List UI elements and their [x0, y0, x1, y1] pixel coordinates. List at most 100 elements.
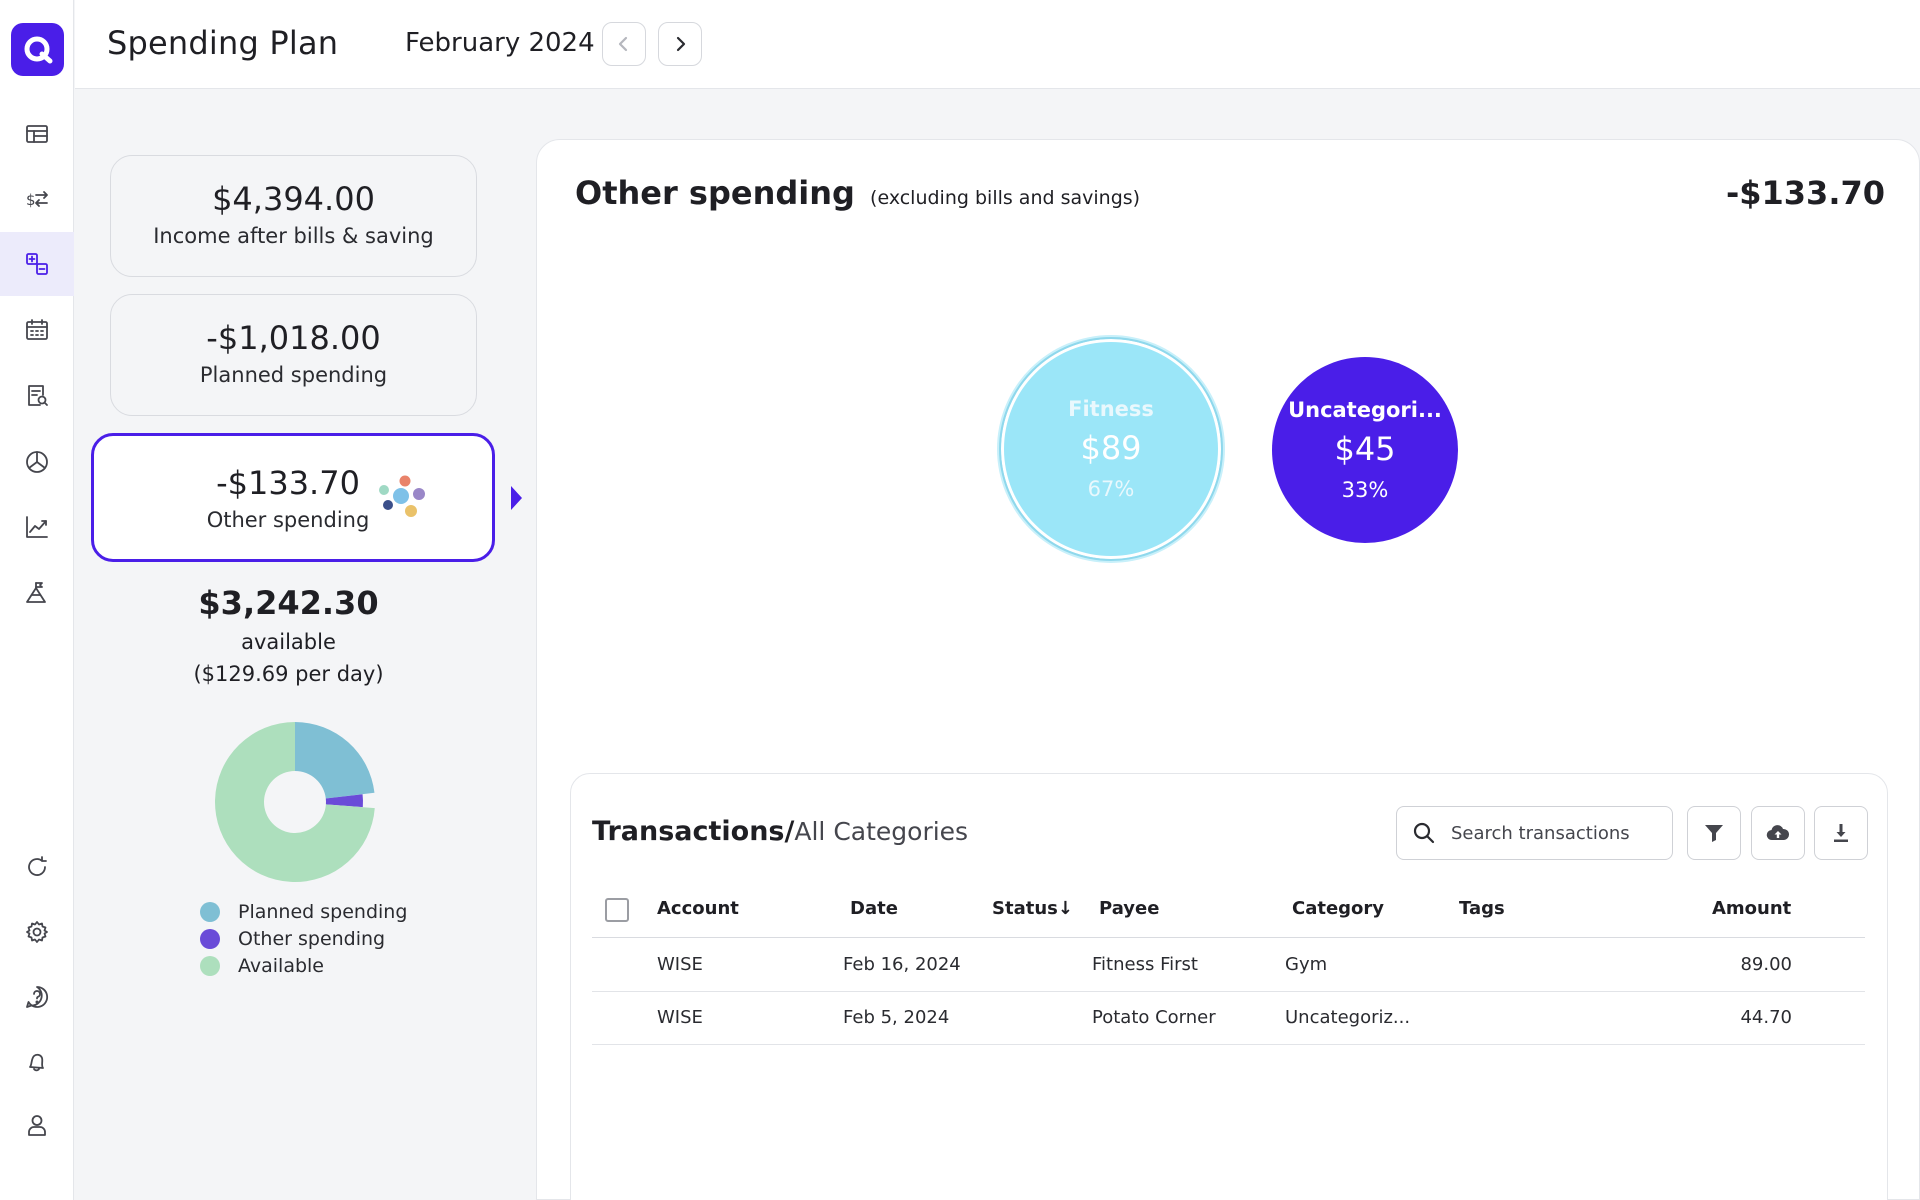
panel-title-text: Other spending	[575, 174, 855, 212]
other-spending-label: Other spending	[206, 508, 370, 532]
cell-date: Feb 16, 2024	[843, 954, 961, 975]
refresh-icon[interactable]	[0, 835, 74, 899]
column-status-label: Status	[992, 898, 1058, 919]
svg-text:$: $	[26, 191, 36, 209]
income-label: Income after bills & saving	[153, 224, 434, 248]
panel-total: -$133.70	[1725, 174, 1885, 212]
nav-investments-icon[interactable]	[0, 495, 74, 559]
available-per-day: ($129.69 per day)	[193, 662, 384, 686]
planned-spending-amount: -$1,018.00	[206, 319, 381, 357]
transactions-title-text: Transactions/	[592, 816, 795, 847]
legend-swatch	[200, 901, 220, 922]
category-bubble-uncategorized[interactable]: Uncategori... $45 33%	[1272, 357, 1458, 543]
planned-spending-card[interactable]: -$1,018.00 Planned spending	[110, 294, 477, 416]
planned-spending-label: Planned spending	[199, 363, 388, 387]
chevron-right-icon	[676, 36, 686, 52]
cell-category: Gym	[1285, 954, 1328, 975]
download-button[interactable]	[1814, 806, 1868, 860]
settings-gear-icon[interactable]	[0, 900, 74, 964]
bubble-percent: 67%	[1087, 477, 1135, 501]
nav-reports-icon[interactable]	[0, 364, 74, 428]
table-row[interactable]: WISE Feb 5, 2024 Potato Corner Uncategor…	[592, 992, 1865, 1045]
table-header: Account Date Status↓ Payee Category Tags…	[592, 880, 1865, 938]
left-nav: $	[0, 0, 74, 1200]
cell-amount: 89.00	[1740, 954, 1792, 975]
spending-donut-chart	[215, 722, 375, 882]
category-bubble-fitness[interactable]: Fitness $89 67%	[999, 337, 1223, 561]
transactions-title: Transactions/All Categories	[592, 816, 968, 847]
donut-segment-other-spending[interactable]	[325, 794, 363, 808]
bubble-name: Uncategori...	[1288, 398, 1442, 422]
cell-date: Feb 5, 2024	[843, 1007, 950, 1028]
nav-dashboard-icon[interactable]	[0, 102, 74, 166]
column-account[interactable]: Account	[657, 898, 739, 919]
cloud-upload-icon	[1766, 825, 1790, 841]
cell-amount: 44.70	[1740, 1007, 1792, 1028]
nav-transactions-icon[interactable]: $	[0, 167, 74, 231]
cell-payee: Fitness First	[1092, 954, 1198, 975]
legend-item-planned: Planned spending	[200, 898, 407, 925]
donut-segment-available[interactable]	[215, 722, 375, 882]
help-icon[interactable]	[0, 965, 74, 1029]
download-icon	[1834, 824, 1848, 842]
transactions-scope: All Categories	[794, 817, 969, 846]
bubble-percent: 33%	[1341, 478, 1389, 502]
legend-item-available: Available	[200, 952, 407, 979]
column-category[interactable]: Category	[1292, 898, 1385, 919]
legend-label: Available	[238, 954, 325, 977]
other-spending-card[interactable]: -$133.70 Other spending	[91, 433, 495, 562]
bubbles-icon	[379, 475, 425, 517]
upload-button[interactable]	[1751, 806, 1805, 860]
nav-spending-plan-icon[interactable]	[0, 232, 74, 296]
income-amount: $4,394.00	[212, 180, 375, 218]
available-amount: $3,242.30	[198, 584, 379, 622]
panel-title: Other spending (excluding bills and savi…	[575, 174, 1140, 212]
column-date[interactable]: Date	[850, 898, 898, 919]
nav-goals-mountain-icon[interactable]	[0, 561, 74, 625]
transactions-panel: Transactions/All Categories Account Date…	[570, 773, 1888, 1200]
table-row[interactable]: WISE Feb 16, 2024 Fitness First Gym 89.0…	[592, 939, 1865, 992]
bubble-amount: $45	[1334, 430, 1396, 468]
available-summary: $3,242.30 available ($129.69 per day)	[110, 584, 467, 686]
sort-arrow-down-icon: ↓	[1057, 898, 1073, 919]
column-payee[interactable]: Payee	[1099, 898, 1160, 919]
month-label: February 2024	[405, 28, 595, 58]
other-spending-amount: -$133.70	[216, 464, 360, 502]
filter-button[interactable]	[1687, 806, 1741, 860]
income-card[interactable]: $4,394.00 Income after bills & saving	[110, 155, 477, 277]
donut-segment-planned-spending[interactable]	[295, 722, 375, 799]
cell-payee: Potato Corner	[1092, 1007, 1216, 1028]
panel-subtitle: (excluding bills and savings)	[870, 187, 1141, 209]
previous-month-button[interactable]	[602, 22, 646, 66]
search-icon	[1413, 822, 1435, 844]
cell-account: WISE	[657, 954, 703, 975]
cell-category: Uncategoriz...	[1285, 1007, 1411, 1028]
notifications-bell-icon[interactable]	[0, 1029, 74, 1093]
bubble-name: Fitness	[1068, 397, 1154, 421]
column-tags[interactable]: Tags	[1459, 898, 1505, 919]
select-all-checkbox[interactable]	[605, 898, 629, 922]
cell-account: WISE	[657, 1007, 703, 1028]
other-spending-panel: Other spending (excluding bills and savi…	[536, 139, 1920, 1200]
next-month-button[interactable]	[658, 22, 702, 66]
nav-calendar-icon[interactable]	[0, 298, 74, 362]
legend-label: Planned spending	[238, 900, 408, 923]
page-title: Spending Plan	[107, 24, 339, 62]
legend-swatch	[200, 928, 220, 949]
legend-swatch	[200, 955, 220, 976]
chevron-left-icon	[618, 36, 628, 52]
search-input[interactable]	[1451, 822, 1661, 844]
column-status[interactable]: Status↓	[992, 898, 1073, 919]
search-box[interactable]	[1396, 806, 1673, 860]
donut-legend: Planned spending Other spending Availabl…	[200, 898, 407, 979]
column-amount[interactable]: Amount	[1712, 898, 1792, 919]
bubble-amount: $89	[1080, 429, 1142, 467]
filter-funnel-icon	[1705, 825, 1723, 842]
page-header: Spending Plan February 2024	[75, 0, 1920, 89]
nav-budget-pie-icon[interactable]	[0, 430, 74, 494]
quicken-logo-icon[interactable]	[11, 23, 64, 76]
selected-card-pointer	[511, 486, 522, 510]
legend-label: Other spending	[238, 927, 386, 950]
legend-item-other: Other spending	[200, 925, 407, 952]
profile-user-icon[interactable]	[0, 1093, 74, 1157]
